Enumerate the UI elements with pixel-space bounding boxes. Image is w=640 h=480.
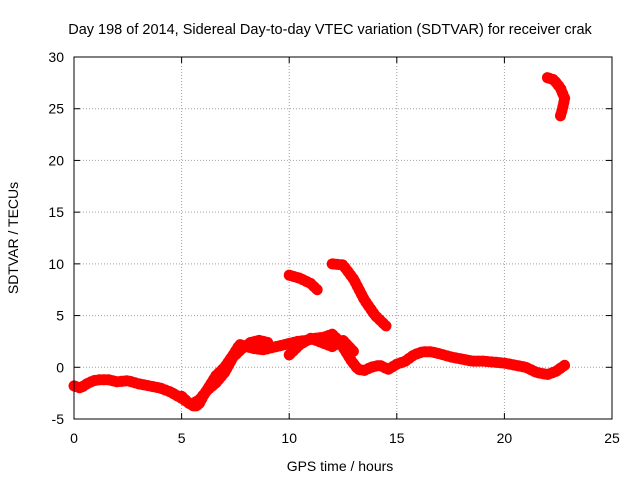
grid xyxy=(74,57,612,419)
y-tick-label: -5 xyxy=(52,411,65,427)
chart-title: Day 198 of 2014, Sidereal Day-to-day VTE… xyxy=(68,22,592,38)
y-tick-label: 25 xyxy=(48,101,64,117)
series-crosses-track-3 xyxy=(283,332,360,361)
series-crosses-track-6 xyxy=(541,72,571,122)
series-crosses-track-5 xyxy=(326,258,392,332)
series-crosses-track-4 xyxy=(283,269,323,296)
y-tick-label: 5 xyxy=(56,308,64,324)
x-tick-label: 15 xyxy=(389,430,405,446)
x-axis-label: GPS time / hours xyxy=(287,458,394,474)
x-tick-label: 25 xyxy=(604,430,620,446)
y-tick-label: 10 xyxy=(48,256,64,272)
y-tick-label: 30 xyxy=(48,49,64,65)
y-tick-label: 20 xyxy=(48,152,64,168)
axis-ticks: 0 5 10 15 20 25 -5 0 5 10 15 20 25 30 xyxy=(48,49,620,446)
x-tick-label: 0 xyxy=(70,430,78,446)
y-axis-label: SDTVAR / TECUs xyxy=(5,182,21,294)
series-group xyxy=(68,72,571,413)
y-tick-label: 15 xyxy=(48,204,64,220)
x-tick-label: 5 xyxy=(178,430,186,446)
x-tick-label: 20 xyxy=(497,430,513,446)
plot-frame xyxy=(73,56,613,420)
y-tick-label: 0 xyxy=(56,359,64,375)
x-tick-label: 10 xyxy=(281,430,297,446)
series-crosses-track-2 xyxy=(176,334,274,410)
